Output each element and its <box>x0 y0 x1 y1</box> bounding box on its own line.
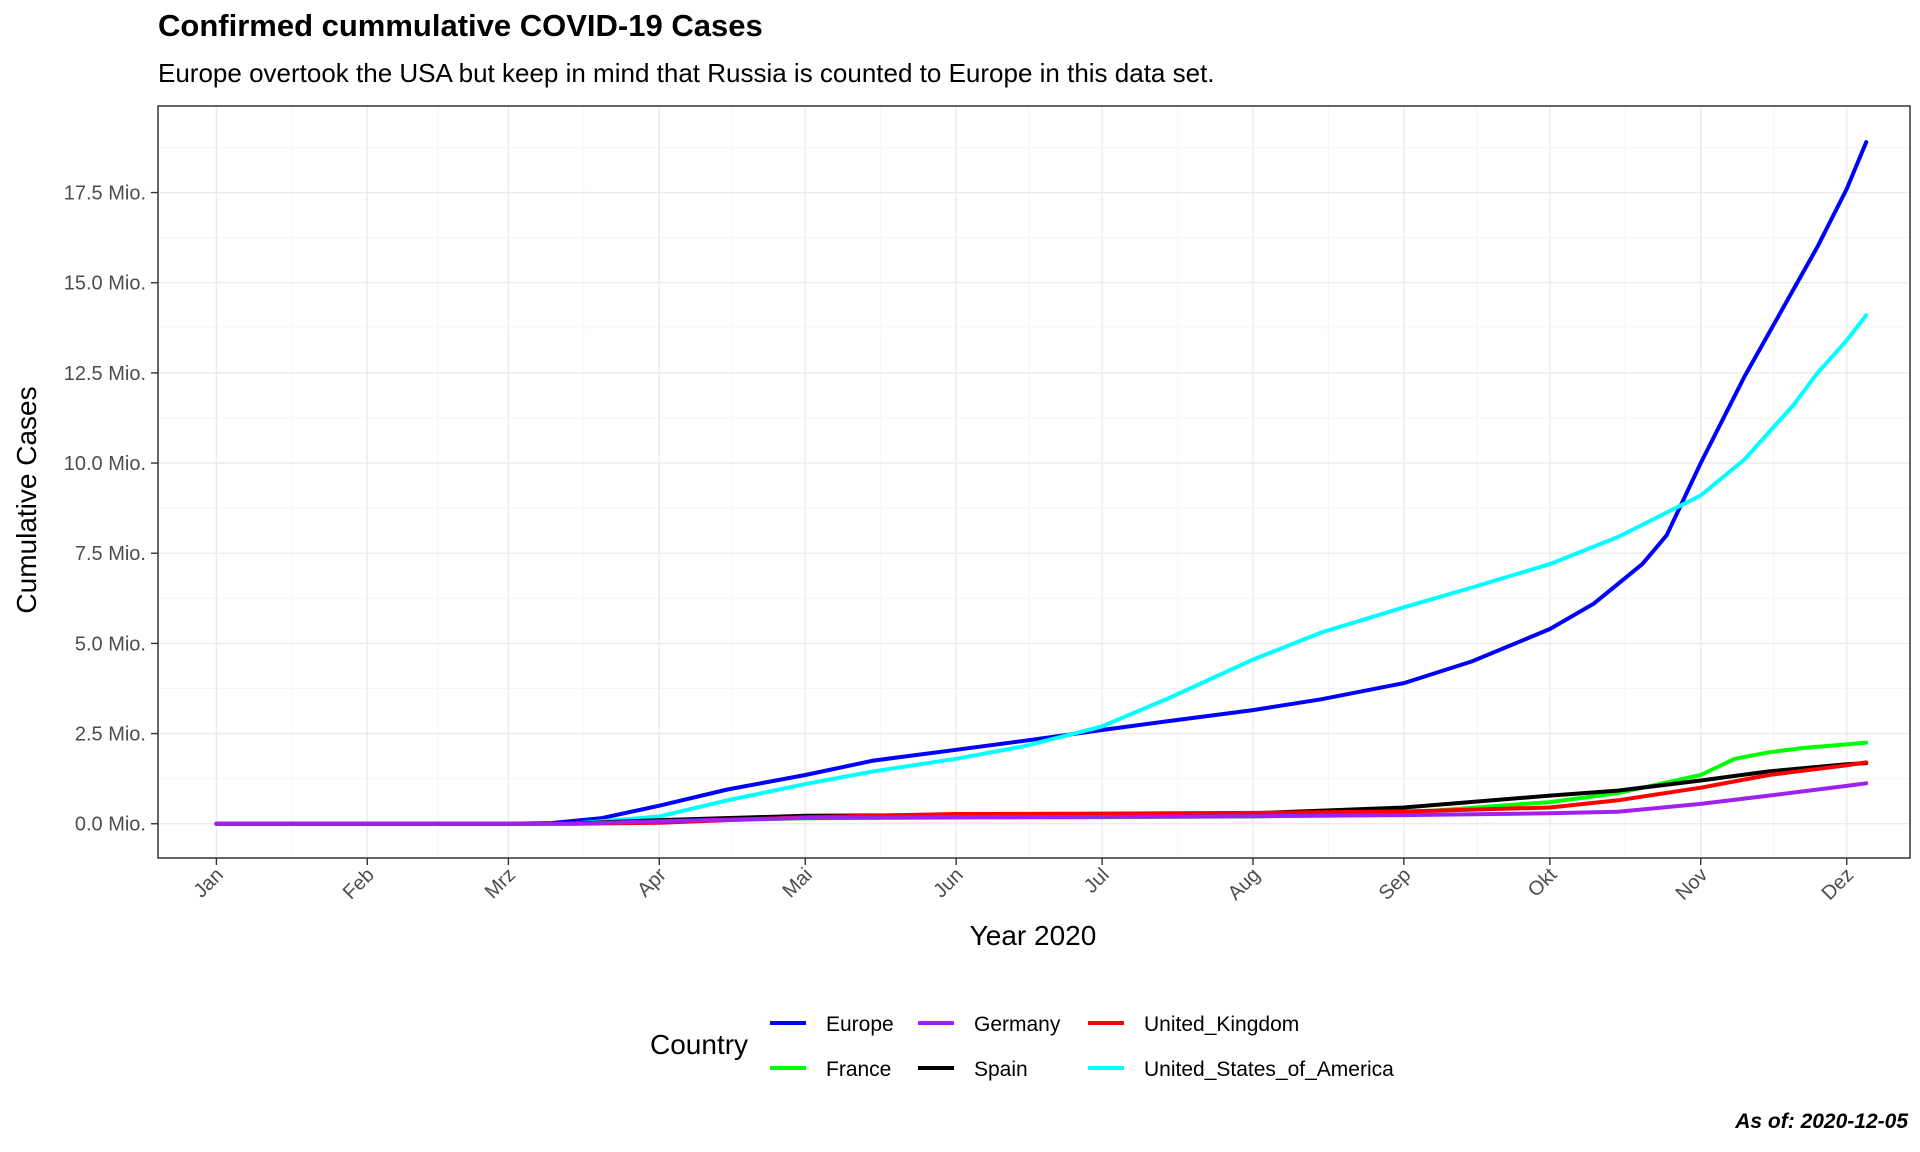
legend-item-united-kingdom: United_Kingdom <box>1088 1013 1299 1036</box>
minor-gridlines <box>158 106 1910 858</box>
legend-label: Europe <box>826 1013 894 1036</box>
legend-item-spain: Spain <box>918 1058 1028 1081</box>
y-axis: 0.0 Mio. 2.5 Mio. 5.0 Mio. 7.5 Mio. 10.0 Mio… <box>64 183 158 836</box>
x-tick-label: Mrz <box>481 864 520 903</box>
chart-title: Confirmed cummulative COVID-19 Cases <box>158 8 763 43</box>
series-line-germany <box>214 781 1869 826</box>
x-tick-label: Jul <box>1080 864 1114 898</box>
legend-label: United_Kingdom <box>1144 1013 1299 1036</box>
legend-item-united-states-of-america: United_States_of_America <box>1088 1058 1394 1081</box>
legend: Country Europe France Germany Spain United_K… <box>650 1013 1394 1081</box>
y-tick-label: 17.5 Mio. <box>64 183 146 205</box>
plot-panel-border <box>157 105 1911 859</box>
x-tick-label: Aug <box>1224 864 1265 905</box>
legend-label: Spain <box>974 1058 1028 1081</box>
x-tick-label: Jun <box>929 864 967 902</box>
series-lines <box>214 140 1869 826</box>
x-tick-label: Sep <box>1375 864 1416 905</box>
legend-item-france: France <box>770 1058 891 1081</box>
x-tick-label: Apr <box>633 864 671 902</box>
x-tick-label: Feb <box>339 864 379 904</box>
y-tick-label: 2.5 Mio. <box>75 724 146 746</box>
legend-label: Germany <box>974 1013 1061 1036</box>
legend-item-europe: Europe <box>770 1013 894 1036</box>
x-tick-label: Dez <box>1818 864 1859 905</box>
x-axis-title: Year 2020 <box>970 920 1097 951</box>
y-tick-label: 7.5 Mio. <box>75 543 146 565</box>
x-tick-label: Mai <box>778 864 816 902</box>
x-tick-label: Nov <box>1672 864 1713 905</box>
legend-item-germany: Germany <box>918 1013 1061 1036</box>
y-tick-label: 0.0 Mio. <box>75 814 146 836</box>
x-tick-label: Jan <box>190 864 228 902</box>
y-axis-title: Cumulative Cases <box>11 386 42 613</box>
y-tick-label: 5.0 Mio. <box>75 633 146 655</box>
chart-subtitle: Europe overtook the USA but keep in mind… <box>158 58 1215 88</box>
series-line-united-states-of-america <box>214 313 1869 826</box>
y-tick-label: 12.5 Mio. <box>64 363 146 385</box>
chart-caption: As of: 2020-12-05 <box>1735 1110 1908 1133</box>
x-tick-label: Okt <box>1524 864 1562 902</box>
series-line-europe <box>214 140 1869 826</box>
legend-title: Country <box>650 1029 748 1060</box>
major-gridlines <box>158 106 1910 858</box>
x-axis: Jan Feb Mrz Apr Mai Jun Jul Aug Sep Okt Nov Dez <box>190 858 1859 905</box>
y-tick-label: 15.0 Mio. <box>64 273 146 295</box>
legend-label: France <box>826 1058 891 1081</box>
legend-label: United_States_of_America <box>1144 1058 1394 1081</box>
y-tick-label: 10.0 Mio. <box>64 453 146 475</box>
